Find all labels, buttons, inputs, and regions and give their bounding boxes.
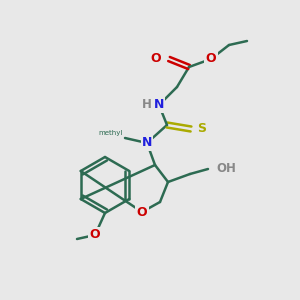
Text: O: O — [206, 52, 216, 65]
Text: O: O — [137, 206, 147, 218]
Text: S: S — [197, 122, 206, 136]
Text: O: O — [150, 52, 161, 65]
Text: O: O — [90, 229, 100, 242]
Text: N: N — [142, 136, 152, 149]
Text: H: H — [142, 98, 152, 112]
Text: OH: OH — [216, 163, 236, 176]
Text: N: N — [154, 98, 164, 112]
Text: methyl: methyl — [99, 130, 123, 136]
